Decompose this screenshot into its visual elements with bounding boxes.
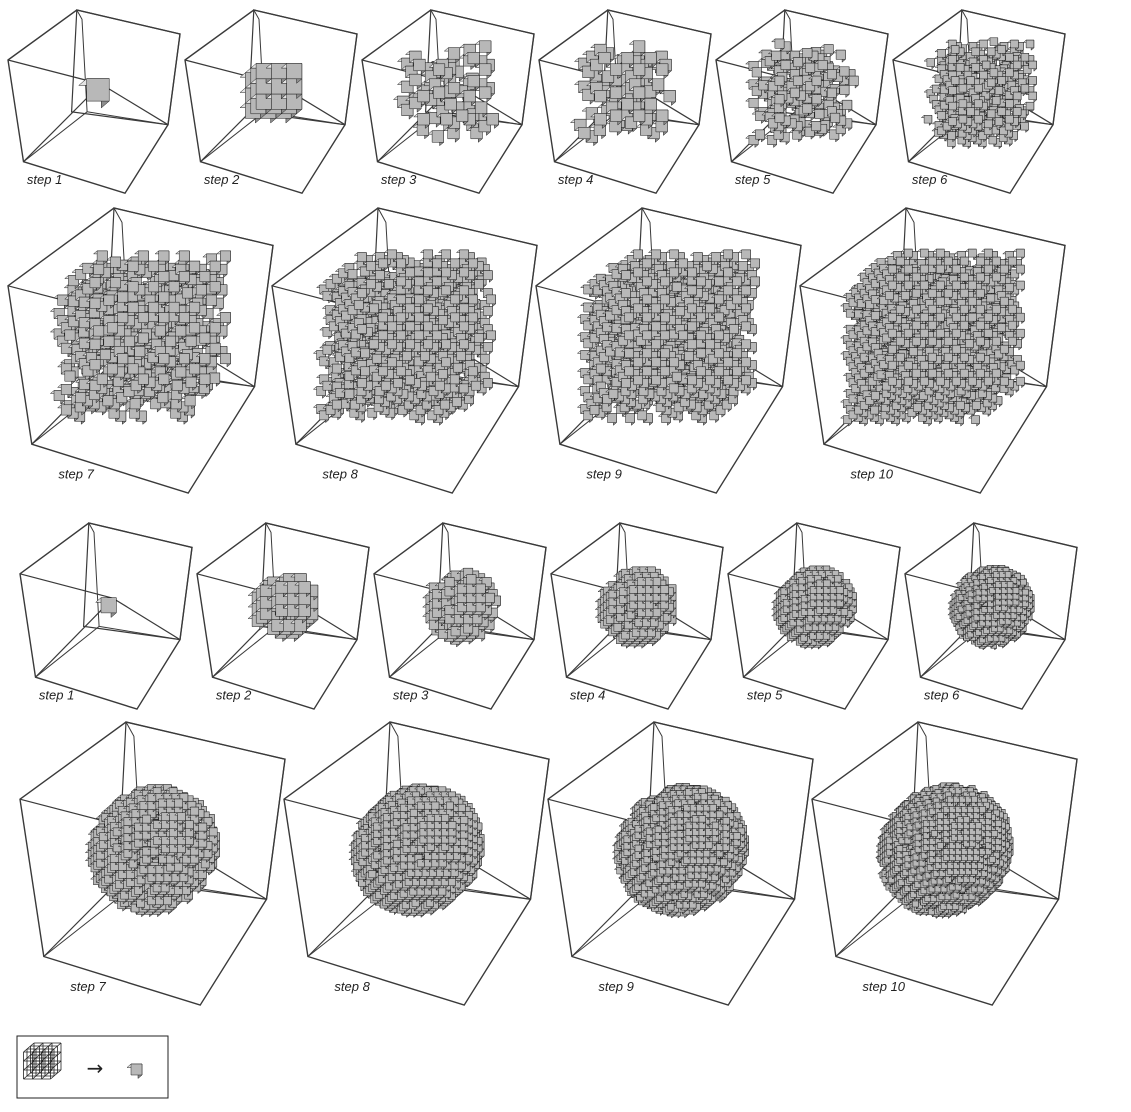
frame-back-face	[72, 10, 180, 125]
voxel	[79, 79, 109, 108]
step-label: step 3	[381, 172, 417, 187]
frame-edge	[77, 10, 87, 112]
panel-step-3: step 3	[362, 10, 534, 193]
panel-step-2: step 2	[185, 10, 357, 193]
step-label: step 4	[558, 172, 593, 187]
step-label: step 5	[735, 172, 771, 187]
voxel	[749, 68, 762, 80]
step-label: step 6	[912, 172, 948, 187]
voxel-cluster	[50, 251, 230, 424]
voxel	[61, 371, 75, 384]
voxel	[660, 90, 676, 105]
frame-edge	[101, 84, 168, 125]
voxel	[924, 59, 935, 69]
frame-edge	[24, 112, 88, 162]
voxel	[652, 64, 668, 79]
frame-outline	[8, 10, 180, 193]
voxel	[54, 295, 68, 308]
panel-step-6: step 6	[893, 10, 1065, 193]
panel-step-4: step 4	[539, 10, 711, 193]
voxel-cluster	[921, 38, 1036, 149]
voxel-cluster	[571, 41, 676, 146]
voxel	[428, 131, 444, 146]
voxel	[1023, 40, 1034, 50]
voxel	[752, 111, 765, 123]
voxel	[833, 50, 846, 62]
voxel-cluster	[79, 79, 109, 108]
voxel	[1026, 92, 1037, 102]
panel-step-1: step 1	[8, 10, 180, 193]
top-sequence: step 1 step 2 step 3 step 4 step 5 step 6 step…	[8, 10, 1065, 493]
panel-step-5: step 5	[716, 10, 888, 193]
voxel-cluster	[746, 39, 859, 148]
voxel	[987, 38, 998, 48]
step-label: step 2	[204, 172, 240, 187]
voxel	[986, 136, 996, 146]
panel-step-7: step 7	[8, 208, 273, 493]
step-label: step 7	[58, 467, 94, 482]
voxel	[475, 87, 491, 102]
voxel	[58, 343, 72, 356]
voxel	[921, 115, 932, 125]
frame-edge	[87, 112, 168, 125]
panel-step-8: step 8	[272, 208, 537, 493]
panels-layer: step 1 step 2 step 3 step 4 step 5 step 6 step…	[8, 10, 1077, 1005]
step-label: step 1	[27, 172, 62, 187]
voxel-cluster	[240, 64, 302, 124]
voxel	[746, 98, 759, 110]
frame-edge	[201, 112, 265, 162]
voxel	[772, 39, 785, 51]
